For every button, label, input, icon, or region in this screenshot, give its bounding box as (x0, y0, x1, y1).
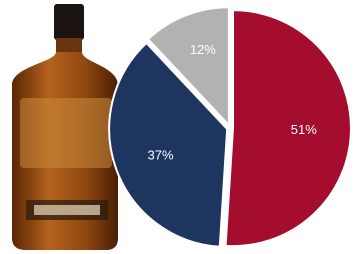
chart: 51% 37% 12% (0, 0, 354, 254)
pie: 51% 37% 12% (109, 7, 351, 247)
data-label: 37% (148, 148, 174, 163)
data-label: 12% (190, 42, 216, 57)
bottle-image (12, 4, 118, 250)
pie-slice (226, 10, 351, 246)
data-label: 51% (291, 122, 317, 137)
